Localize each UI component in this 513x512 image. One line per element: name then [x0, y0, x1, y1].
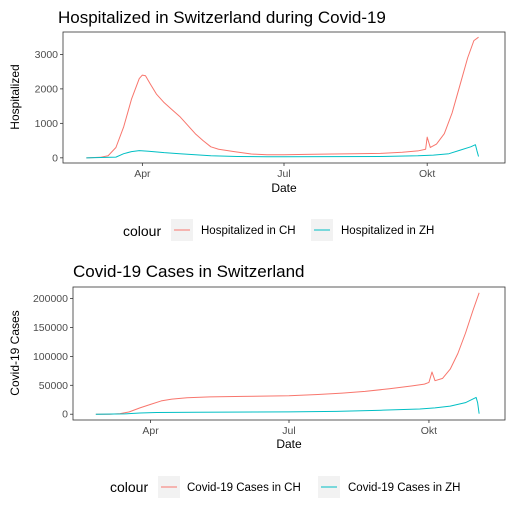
cases-y-tick-label: 100000: [33, 351, 68, 363]
hospitalized-x-tick-label: Apr: [134, 168, 151, 180]
cases-panel-border: [72, 286, 506, 421]
cases-legend: colour Covid-19 Cases in CH Covid-19 Cas…: [110, 476, 460, 498]
hospitalized-panel-border: [62, 31, 506, 164]
hospitalized-x-tick-label: Okt: [419, 168, 435, 180]
hospitalized-y-tick-label: 0: [52, 152, 58, 164]
cases-y-axis-title: Covid-19 Cases: [8, 310, 22, 395]
hospitalized-series: [86, 36, 480, 159]
cases-chart: Covid-19 Cases in Switzerland 0 50000 1000…: [8, 262, 506, 498]
hospitalized-chart: Hospitalized in Switzerland during Covid…: [8, 8, 506, 241]
hospitalized-series-line-zh: [86, 144, 480, 159]
hospitalized-ticks: 0 1000 2000 3000 Apr Jul Okt: [35, 49, 436, 180]
cases-ticks: 0 50000 100000 150000 200000 Apr Jul Okt: [33, 293, 437, 437]
hospitalized-x-tick-label: Jul: [277, 168, 290, 180]
cases-chart-title: Covid-19 Cases in Switzerland: [73, 262, 305, 281]
cases-x-tick-label: Apr: [142, 425, 159, 437]
cases-legend-title: colour: [110, 479, 148, 495]
hospitalized-y-tick-label: 1000: [35, 118, 59, 130]
hospitalized-y-tick-label: 3000: [35, 49, 59, 61]
cases-x-tick-label: Okt: [421, 425, 437, 437]
hospitalized-legend-label-ch: Hospitalized in CH: [201, 225, 296, 237]
hospitalized-y-axis-title: Hospitalized: [8, 64, 22, 129]
cases-x-axis-title: Date: [276, 437, 302, 451]
hospitalized-legend-label-zh: Hospitalized in ZH: [341, 225, 434, 237]
cases-series-line-ch: [95, 292, 480, 415]
cases-y-tick-label: 0: [62, 409, 68, 421]
hospitalized-series-line-ch: [86, 36, 479, 159]
cases-y-tick-label: 150000: [33, 322, 68, 334]
cases-series: [95, 292, 480, 415]
hospitalized-x-axis-title: Date: [271, 181, 297, 195]
cases-x-tick-label: Jul: [282, 425, 295, 437]
cases-y-tick-label: 50000: [39, 380, 68, 392]
cases-legend-label-ch: Covid-19 Cases in CH: [187, 482, 301, 494]
cases-y-tick-label: 200000: [33, 293, 68, 305]
hospitalized-chart-title: Hospitalized in Switzerland during Covid…: [58, 8, 386, 27]
cases-legend-label-zh: Covid-19 Cases in ZH: [348, 482, 460, 494]
hospitalized-legend: colour Hospitalized in CH Hospitalized i…: [123, 219, 434, 241]
hospitalized-y-tick-label: 2000: [35, 83, 59, 95]
hospitalized-legend-title: colour: [123, 223, 161, 239]
cases-series-line-zh: [95, 396, 480, 415]
